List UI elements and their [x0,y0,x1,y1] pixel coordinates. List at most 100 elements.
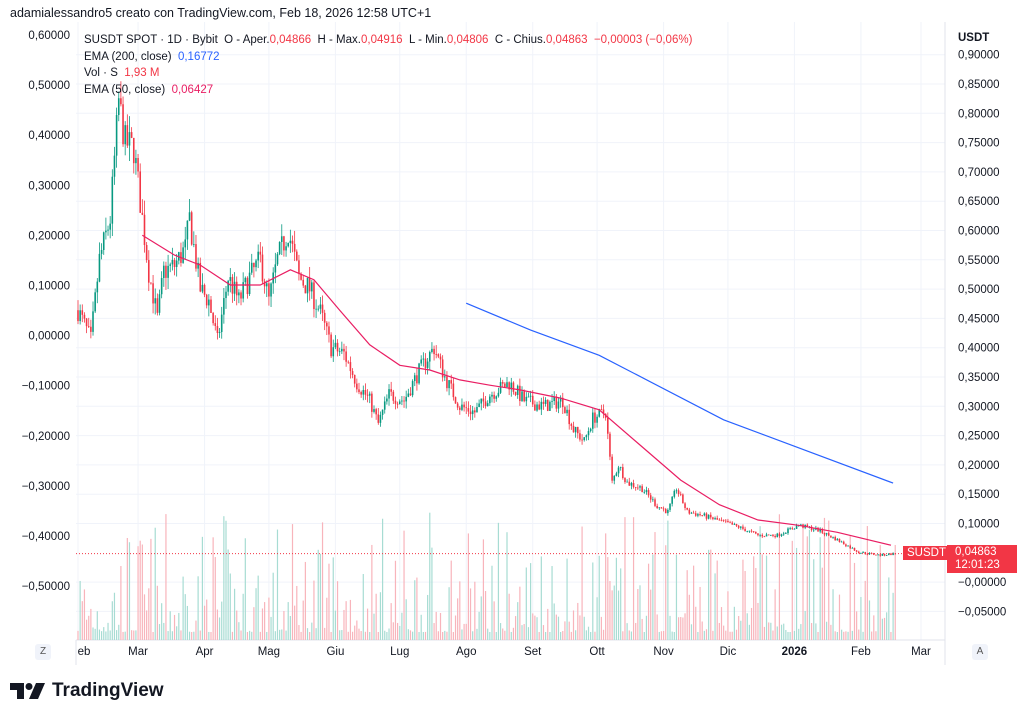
candle-body [542,401,545,404]
volume-bar [523,624,525,640]
candle-body [302,279,305,286]
candle-body [188,212,191,221]
candle-body [94,292,96,312]
volume-bar [182,576,184,640]
volume-bar [497,522,500,640]
candle-body [345,351,347,362]
volume-bar [401,612,403,640]
volume-bar [617,590,620,640]
candle-body [780,534,783,536]
volume-bar [555,614,557,640]
left-axis-tick: 0,00000 [28,331,70,343]
candle-body [682,494,684,504]
ema200-line [465,302,894,484]
candle-body [311,282,313,292]
volume-bar [761,554,763,640]
volume-bar [821,567,823,640]
volume-bar [315,628,317,640]
candle-body [169,264,172,266]
x-axis-tick: Mag [258,646,280,658]
candle-body [832,537,834,538]
volume-bar [607,557,609,640]
volume-bar [452,632,454,640]
candle-body [193,244,195,245]
volume-bar [875,631,877,640]
candle-body [79,310,81,322]
right-axis-tick: 0,85000 [958,79,1000,91]
volume-bar [180,630,182,640]
auto-scale-button[interactable]: A [972,644,988,660]
volume-bar [804,610,806,640]
volume-bar [388,628,390,640]
legend-volume[interactable]: Vol · S 1,93 M [84,65,692,82]
candle-body [709,514,712,518]
volume-bar [502,628,504,640]
legend-ema200[interactable]: EMA (200, close) 0,16772 [84,49,692,66]
candle-body [819,529,821,532]
candle-body [587,431,590,436]
candle-body [120,98,122,105]
candle-body [489,396,491,404]
volume-bar [246,631,249,640]
candle-body [396,403,399,405]
candle-body [439,356,442,360]
volume-bar [864,580,866,640]
volume-bar [637,589,639,640]
volume-bar [847,631,849,640]
volume-bar [654,532,656,640]
candle-body [840,541,843,543]
volume-bar [143,594,146,640]
volume-bar [381,518,384,640]
volume-bar [221,601,223,640]
left-axis-tick: −0,30000 [22,481,70,493]
volume-bar [566,558,568,640]
volume-bar [802,523,804,640]
symbol[interactable]: SUSDT SPOT · 1D · Bybit [84,34,218,46]
legend-ema50[interactable]: EMA (50, close) 0,06427 [84,82,692,99]
candle-body [463,404,465,408]
attribution: adamialessandro5 creato con TradingView.… [10,6,432,20]
volume-bar [798,628,800,640]
volume-bar [409,630,412,640]
candle-body [293,243,296,252]
volume-bar [693,565,695,640]
volume-bar [525,567,527,640]
volume-bar [304,561,306,640]
left-axis-button[interactable]: Z [35,644,51,660]
volume-bar [819,537,821,640]
volume-bar [675,554,678,640]
volume-bar [662,630,665,640]
candle-body [727,520,729,523]
volume-bar [800,624,802,640]
candle-body [791,528,794,529]
volume-bar [647,563,650,640]
volume-bar [176,626,178,640]
tradingview-logo[interactable]: TradingView [10,680,164,702]
candle-body [407,393,410,397]
candle-body [782,533,785,535]
right-axis-tick: 0,50000 [958,284,1000,296]
currency-label[interactable]: USDT [958,32,990,44]
candle-body [83,314,86,319]
volume-bars [77,512,896,640]
candle-body [265,283,268,287]
right-axis-tick: 0,30000 [958,401,1000,413]
candle-body [321,304,324,313]
volume-bar [326,597,328,640]
candle-body [767,534,770,536]
candle-body [304,285,307,294]
volume-bar [491,565,493,640]
volume-bar [532,613,534,640]
candle-body [645,490,648,492]
candle-body [244,277,247,283]
candle-body [373,409,375,412]
volume-bar [538,631,540,640]
candle-body [557,401,560,409]
volume-bar [643,631,645,640]
volume-bar [622,631,624,640]
vol-label: Vol · S [84,67,118,79]
candle-body [375,409,377,415]
candle-body [744,528,746,532]
volume-bar [650,589,652,640]
